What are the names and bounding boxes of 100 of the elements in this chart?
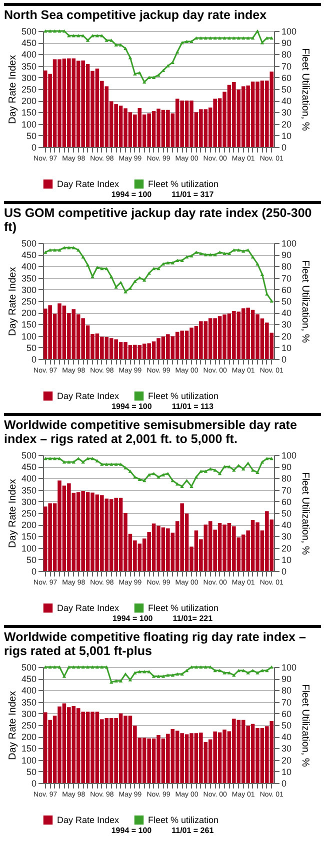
- y-tick-label: 50: [26, 130, 36, 141]
- chart-title: Worldwide competitive semisubmersible day rate index – rigs rated at 2,001 ft. to 5,000 ft.: [4, 418, 298, 446]
- y-tick-label: 500: [21, 450, 36, 460]
- chart-title: US GOM competitive jackup day rate index (250-300 ft): [4, 206, 313, 234]
- text: 11/01= 221: [172, 614, 213, 623]
- y-tick-label: 300: [21, 284, 36, 295]
- y-tick-label: 350: [21, 273, 36, 284]
- y-tick-label: 50: [26, 554, 36, 565]
- y2-tick-label: 10: [282, 342, 292, 353]
- y2-tick-label: 30: [282, 320, 292, 330]
- y-tick-label: 0: [31, 566, 36, 576]
- y-tick-label: 150: [21, 108, 36, 118]
- y2-tick-label: 20: [282, 331, 292, 342]
- y-tick-label: 450: [21, 250, 36, 260]
- y-tick-label: 350: [21, 697, 36, 708]
- y-tick-label: 400: [21, 262, 36, 272]
- y2-tick-label: 50: [282, 720, 292, 730]
- legend-label: Fleet % utilization: [148, 179, 219, 190]
- y2-tick-label: 40: [282, 308, 292, 318]
- legend-label: Day Rate Index: [57, 815, 120, 826]
- y-axis-title: Day Rate Index: [7, 691, 18, 760]
- y-tick-label: 250: [21, 296, 36, 306]
- legend-label: Day Rate Index: [57, 603, 120, 614]
- y2-tick-label: 10: [282, 766, 292, 777]
- y2-tick-label: 100: [282, 26, 297, 36]
- y2-tick-label: 40: [282, 520, 292, 530]
- y2-tick-label: 80: [282, 262, 292, 272]
- y2-tick-label: 10: [282, 554, 292, 565]
- y-tick-label: 50: [26, 342, 36, 353]
- y2-tick-label: 20: [282, 119, 292, 130]
- y-tick-label: 100: [21, 755, 36, 766]
- y2-tick-label: 100: [282, 450, 297, 460]
- y-tick-label: 150: [21, 532, 36, 542]
- y2-tick-label: 100: [282, 238, 297, 248]
- y2-tick-label: 0: [282, 566, 287, 576]
- y-tick-label: 400: [21, 686, 36, 696]
- legend-label: Day Rate Index: [57, 179, 120, 190]
- y2-tick-label: 50: [282, 508, 292, 518]
- y-tick-label: 100: [21, 543, 36, 554]
- y2-tick-label: 80: [282, 686, 292, 696]
- y2-tick-label: 20: [282, 543, 292, 554]
- y2-tick-label: 80: [282, 50, 292, 60]
- y2-tick-label: 30: [282, 532, 292, 542]
- y-tick-label: 200: [21, 520, 36, 530]
- y2-tick-label: 0: [282, 778, 287, 788]
- y2-tick-label: 70: [282, 485, 292, 496]
- y-tick-label: 0: [31, 354, 36, 364]
- y-tick-label: 400: [21, 50, 36, 60]
- y-tick-label: 0: [31, 142, 36, 152]
- y2-tick-label: 20: [282, 755, 292, 766]
- y-tick-label: 500: [21, 238, 36, 248]
- y2-tick-label: 10: [282, 130, 292, 141]
- y2-tick-label: 60: [282, 708, 292, 719]
- y-tick-label: 150: [21, 744, 36, 754]
- chart-title: Worldwide competitive floating rig day rate index – rigs rated at 5,001 ft-plus: [4, 630, 307, 658]
- y2-tick-label: 40: [282, 96, 292, 106]
- y-tick-label: 250: [21, 84, 36, 94]
- y-tick-label: 0: [31, 778, 36, 788]
- text: 11/01 = 113: [172, 402, 214, 411]
- text: 1994 = 100: [111, 826, 152, 835]
- y2-tick-label: 80: [282, 474, 292, 484]
- y2-tick-label: 90: [282, 674, 292, 684]
- y2-tick-label: 30: [282, 108, 292, 118]
- y2-tick-label: 90: [282, 462, 292, 472]
- y2-axis-title: Fleet Utilization, %: [300, 684, 311, 768]
- legend-label: Fleet % utilization: [148, 603, 219, 614]
- text: 1994 = 100: [112, 614, 153, 623]
- y2-axis-title: Fleet Utilization, %: [300, 260, 311, 344]
- y2-tick-label: 90: [282, 38, 292, 48]
- y2-tick-label: 70: [282, 697, 292, 708]
- y2-tick-label: 70: [282, 61, 292, 72]
- y2-tick-label: 0: [282, 142, 287, 152]
- y2-tick-label: 30: [282, 744, 292, 754]
- text: 11/01 = 317: [172, 190, 214, 199]
- y2-tick-label: 70: [282, 273, 292, 284]
- y-tick-label: 450: [21, 674, 36, 684]
- y-tick-label: 50: [26, 766, 36, 777]
- text: 1994 = 100: [112, 402, 152, 411]
- chart-title: North Sea competitive jackup day rate index: [4, 8, 268, 22]
- y-tick-label: 200: [21, 732, 36, 742]
- legend-label: Fleet % utilization: [148, 815, 219, 826]
- y-tick-label: 300: [21, 708, 36, 719]
- y-tick-label: 200: [21, 96, 36, 106]
- y-tick-label: 350: [21, 485, 36, 496]
- y-tick-label: 500: [21, 662, 36, 672]
- y-tick-label: 250: [21, 720, 36, 730]
- y-axis-title: Day Rate Index: [7, 267, 18, 336]
- y-tick-label: 500: [21, 26, 36, 36]
- y-tick-label: 450: [21, 38, 36, 48]
- y2-tick-label: 60: [282, 496, 292, 507]
- y-tick-label: 300: [21, 496, 36, 507]
- y2-tick-label: 60: [282, 284, 292, 295]
- y-tick-label: 250: [21, 508, 36, 518]
- y-tick-label: 450: [21, 462, 36, 472]
- y2-tick-label: 0: [282, 354, 287, 364]
- legend-label: Fleet % utilization: [148, 391, 219, 402]
- y-tick-label: 300: [21, 72, 36, 83]
- y-axis-title: Day Rate Index: [7, 479, 18, 548]
- y2-axis-title: Fleet Utilization, %: [300, 48, 311, 132]
- y2-axis-title: Fleet Utilization, %: [300, 472, 311, 556]
